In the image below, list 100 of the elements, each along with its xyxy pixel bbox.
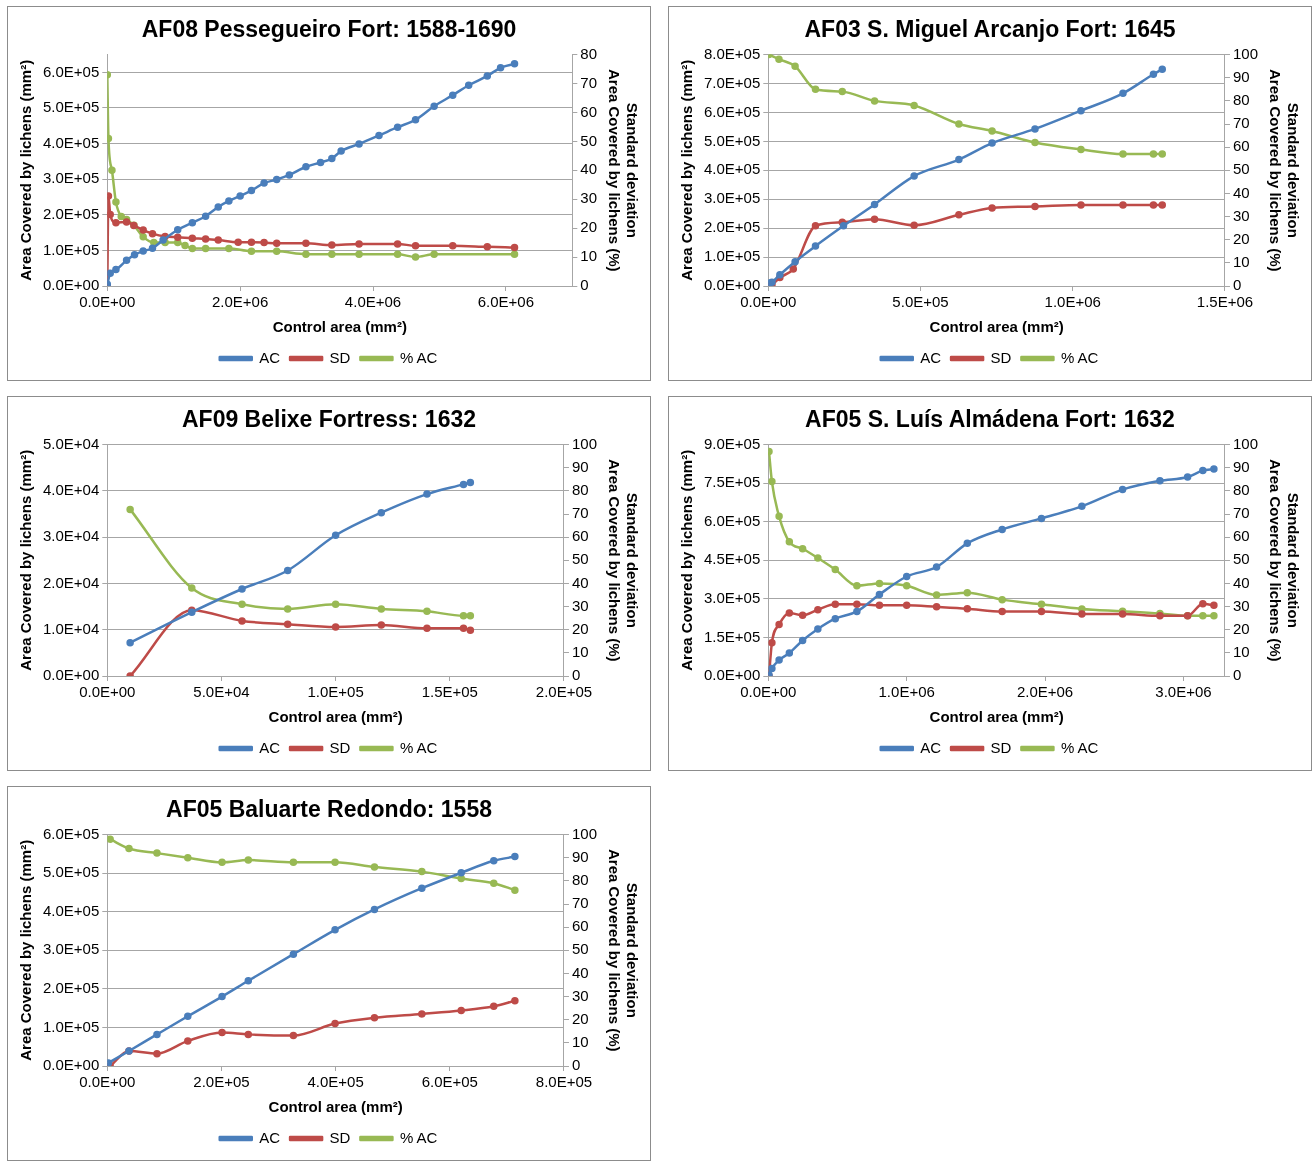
x-tick-label: 5.0E+05 — [892, 293, 949, 311]
x-tick-label: 1.5E+05 — [421, 683, 478, 701]
x-axis-title: Control area (mm²) — [929, 708, 1064, 726]
chart-title: AF05 S. Luís Almádena Fort: 1632 — [805, 406, 1175, 433]
legend-label: AC — [259, 1128, 281, 1146]
y2-tick-label: 90 — [571, 847, 589, 865]
x-tick-label: 3.0E+06 — [1155, 683, 1212, 701]
legend-label: SD — [990, 738, 1012, 756]
x-tick-label: 1.0E+06 — [1044, 293, 1101, 311]
legend-label: AC — [259, 348, 281, 366]
y2-tick-label: 80 — [1232, 481, 1250, 499]
y-tick-label: 0.0E+00 — [42, 276, 100, 294]
y2-tick-label: 10 — [571, 643, 589, 660]
y2-tick-label: 0 — [1232, 666, 1242, 684]
y2-tick-label: 50 — [1232, 160, 1250, 178]
x-tick-label: 1.5E+06 — [1196, 293, 1254, 311]
x-tick-label: 1.0E+05 — [307, 683, 364, 701]
y-tick-label: 5.0E+05 — [42, 863, 100, 881]
y2-axis-title: Standard deviation Area Covered by lichens (%) — [605, 459, 641, 662]
x-tick-label: 1.0E+06 — [878, 683, 935, 701]
y-tick-label: 9.0E+05 — [703, 434, 761, 452]
y-axis-title: Area Covered by lichens (mm²) — [17, 59, 35, 281]
legend-label: SD — [329, 738, 351, 756]
y2-tick-label: 90 — [571, 457, 589, 475]
y-tick-label: 5.0E+05 — [42, 98, 100, 116]
legend-label: % AC — [1060, 738, 1099, 756]
y2-axis-title: Standard deviation Area Covered by lichens (%) — [1266, 69, 1302, 272]
legend-label: % AC — [399, 1128, 438, 1146]
y2-tick-label: 80 — [571, 871, 589, 889]
chart-title: AF09 Belixe Fortress: 1632 — [181, 406, 477, 433]
y2-tick-label: 100 — [571, 434, 597, 452]
y-tick-label: 0.0E+00 — [42, 1056, 100, 1074]
y-tick-label: 2.0E+04 — [42, 573, 100, 591]
y-tick-label: 6.0E+05 — [703, 102, 761, 120]
y2-tick-label: 60 — [571, 917, 589, 935]
y2-tick-label: 50 — [1232, 550, 1250, 568]
x-axis-title: Control area (mm²) — [268, 1098, 403, 1116]
legend-label: AC — [920, 348, 942, 366]
x-tick-label: 0.0E+00 — [79, 683, 136, 701]
y-tick-label: 1.0E+05 — [42, 240, 100, 258]
y-tick-label: 6.0E+05 — [42, 824, 100, 842]
y2-tick-label: 20 — [1232, 229, 1250, 247]
y2-tick-label: 30 — [571, 986, 589, 1004]
y-tick-label: 0.0E+00 — [703, 666, 761, 684]
x-tick-label: 4.0E+06 — [344, 293, 402, 311]
y2-tick-label: 40 — [571, 573, 589, 591]
x-tick-label: 0.0E+00 — [79, 293, 136, 311]
x-axis-title: Control area (mm²) — [268, 708, 403, 726]
y-tick-label: 6.0E+05 — [42, 62, 100, 80]
x-tick-label: 0.0E+00 — [79, 1073, 136, 1091]
y-tick-label: 0.0E+00 — [42, 666, 100, 684]
y2-tick-label: 50 — [580, 131, 597, 149]
y-tick-label: 6.0E+05 — [703, 511, 761, 529]
y-tick-label: 4.5E+05 — [703, 550, 761, 568]
y2-tick-label: 0 — [571, 1056, 581, 1074]
y2-tick-label: 60 — [1232, 137, 1250, 155]
legend-label: % AC — [399, 738, 438, 756]
y-tick-label: 1.0E+05 — [42, 1017, 100, 1035]
x-tick-label: 5.0E+04 — [193, 683, 250, 701]
y2-tick-label: 80 — [1232, 91, 1250, 109]
legend-label: AC — [920, 738, 942, 756]
y2-tick-label: 20 — [580, 218, 597, 236]
chart-title: AF05 Baluarte Redondo: 1558 — [166, 796, 493, 823]
y2-tick-label: 0 — [1232, 276, 1242, 294]
x-tick-label: 2.0E+05 — [193, 1073, 250, 1091]
y-tick-label: 4.0E+05 — [42, 901, 100, 919]
y2-tick-label: 80 — [580, 44, 597, 62]
legend-label: SD — [329, 348, 351, 366]
y2-tick-label: 70 — [571, 504, 589, 522]
y2-tick-label: 70 — [1232, 504, 1250, 522]
y2-tick-label: 40 — [1232, 573, 1250, 591]
x-tick-label: 0.0E+00 — [740, 293, 797, 311]
x-tick-label: 8.0E+05 — [535, 1073, 593, 1091]
legend-label: % AC — [399, 348, 438, 366]
y2-tick-label: 10 — [1232, 643, 1250, 660]
y2-tick-label: 0 — [580, 276, 589, 294]
y2-tick-label: 30 — [1232, 596, 1250, 614]
x-tick-label: 6.0E+05 — [421, 1073, 478, 1091]
y-axis-title: Area Covered by lichens (mm²) — [678, 59, 696, 281]
y2-tick-label: 70 — [580, 73, 597, 91]
y-axis-title: Area Covered by lichens (mm²) — [17, 839, 35, 1061]
y-tick-label: 7.5E+05 — [703, 473, 761, 491]
legend-label: % AC — [1060, 348, 1099, 366]
y2-tick-label: 20 — [1232, 619, 1250, 637]
y-tick-label: 2.0E+05 — [703, 218, 761, 236]
y2-tick-label: 70 — [571, 894, 589, 912]
y-tick-label: 3.0E+05 — [42, 169, 100, 187]
chart-title: AF08 Pessegueiro Fort: 1588-1690 — [141, 16, 517, 43]
y-tick-label: 3.0E+05 — [703, 589, 761, 607]
y-tick-label: 7.0E+05 — [703, 73, 761, 91]
x-tick-label: 2.0E+05 — [535, 683, 593, 701]
y-tick-label: 4.0E+05 — [703, 160, 761, 178]
y2-tick-label: 30 — [580, 189, 597, 207]
y-tick-label: 3.0E+05 — [703, 189, 761, 207]
y2-axis-title: Standard deviation Area Covered by lichens (%) — [605, 849, 641, 1052]
y2-tick-label: 90 — [1232, 67, 1250, 85]
y2-tick-label: 60 — [580, 102, 597, 120]
x-tick-label: 0.0E+00 — [740, 683, 797, 701]
y2-tick-label: 90 — [1232, 457, 1250, 475]
x-tick-label: 2.0E+06 — [1016, 683, 1074, 701]
